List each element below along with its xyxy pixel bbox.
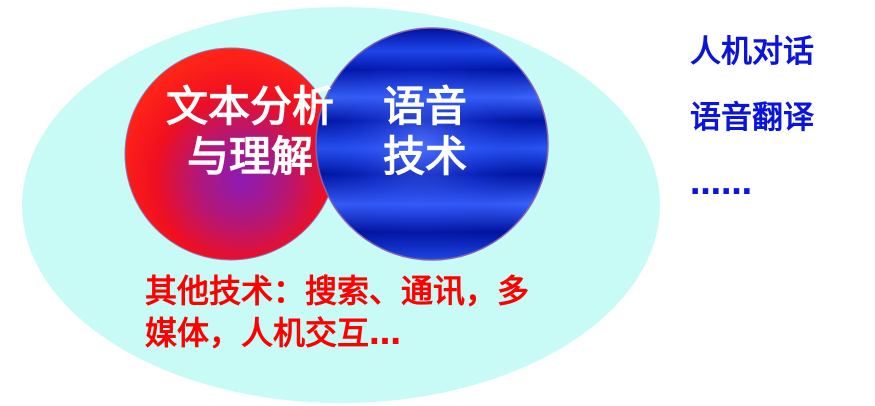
speech-technology-line-1: 语音	[382, 82, 467, 131]
speech-technology-label: 语音 技术	[350, 82, 500, 182]
text-analysis-line-1: 文本分析	[165, 82, 334, 131]
other-technologies-line-1: 其他技术：搜索、通讯，多	[145, 272, 530, 310]
text-analysis-label: 文本分析 与理解	[145, 82, 355, 182]
application-item-human-machine-dialogue: 人机对话	[690, 34, 814, 70]
other-technologies-line-2: 媒体，人机交互…	[145, 314, 402, 352]
application-list: 人机对话 语音翻译 ……	[690, 35, 870, 233]
application-item-more: ……	[690, 166, 752, 202]
speech-circle-highlight	[316, 28, 548, 260]
speech-technology-line-2: 技术	[382, 132, 467, 181]
application-item-speech-translation: 语音翻译	[690, 100, 814, 136]
text-analysis-line-2: 与理解	[186, 132, 313, 181]
other-technologies-label: 其他技术：搜索、通讯，多 媒体，人机交互…	[145, 270, 625, 354]
